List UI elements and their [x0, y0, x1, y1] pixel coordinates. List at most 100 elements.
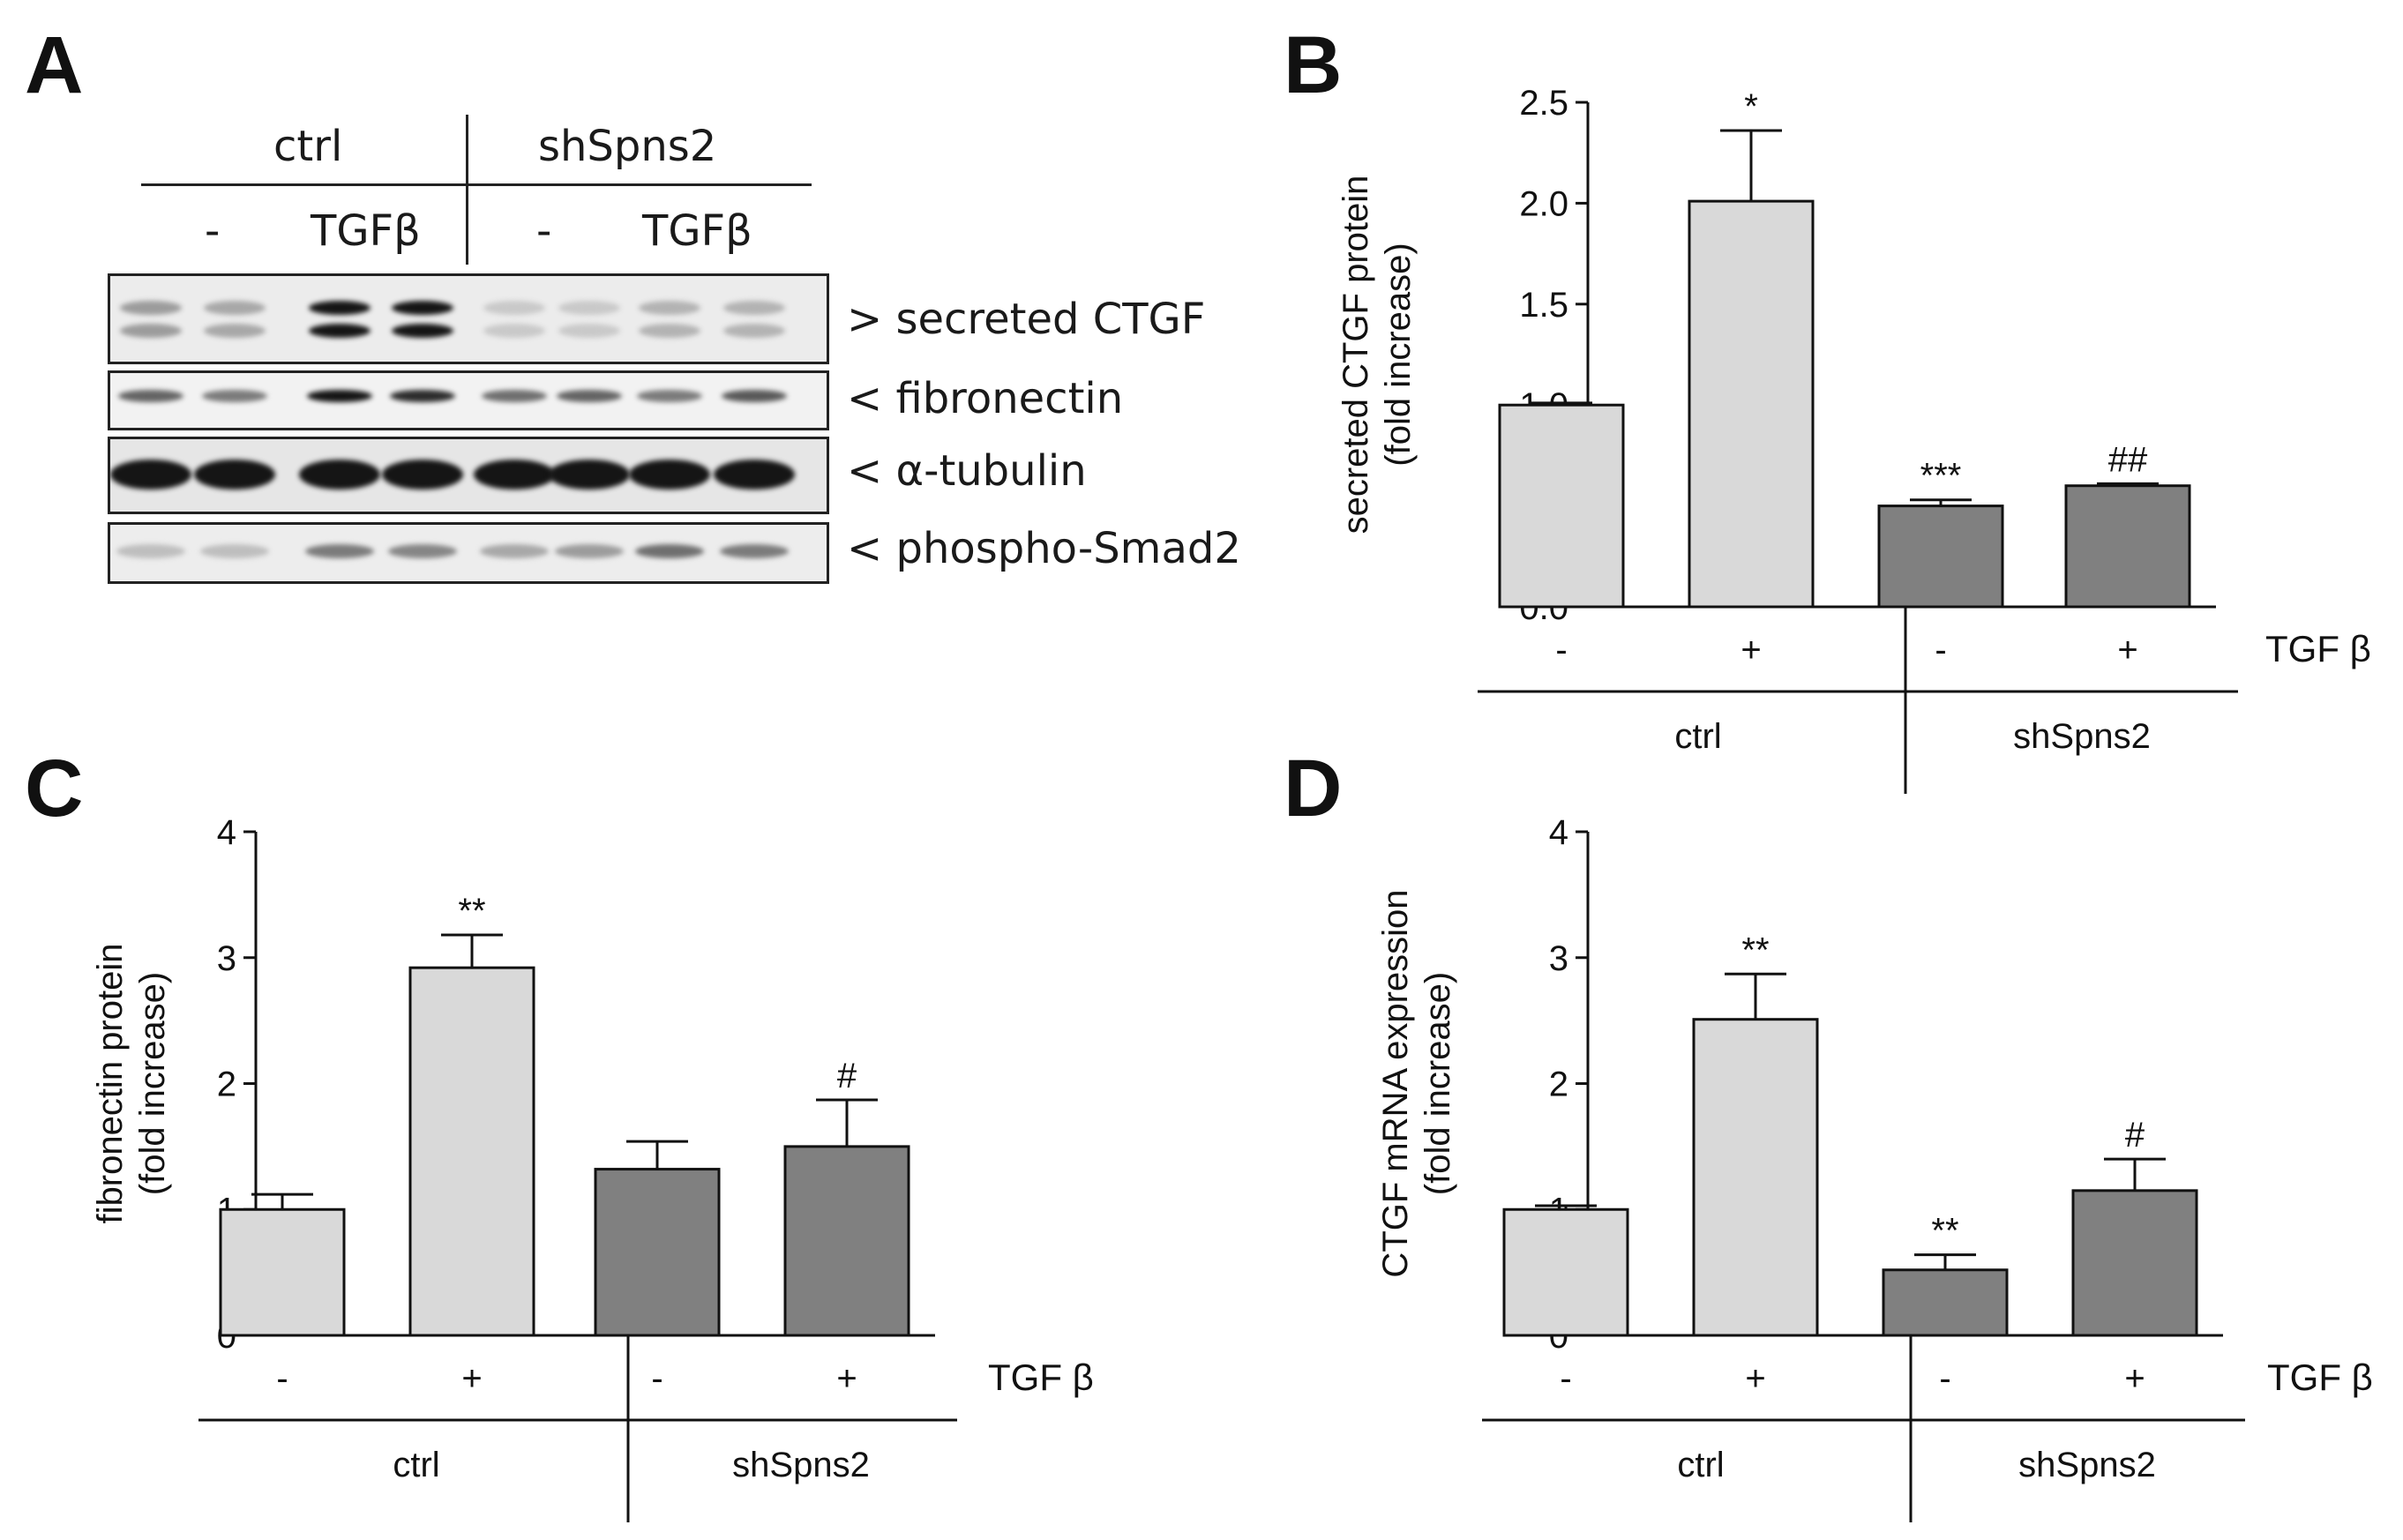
group-label-ctrl: ctrl: [1674, 717, 1721, 756]
wb-group-ctrl: ctrl: [273, 122, 343, 171]
bar: [408, 966, 535, 1337]
bar: [1498, 403, 1625, 609]
wb-treatment-2: TGFβ: [311, 206, 421, 256]
bar: [1882, 1268, 2009, 1337]
blot-label-alpha-tubulin: < α-tubulin: [847, 446, 1087, 496]
band: [204, 301, 266, 315]
bar: [1688, 199, 1815, 609]
panel-label-a: A: [25, 20, 84, 110]
band: [392, 301, 453, 315]
band: [110, 460, 191, 490]
y-tick-label: 1.5: [1519, 286, 1568, 325]
significance-label: ##: [2108, 440, 2148, 479]
wb-group-shspns2: shSpns2: [538, 122, 717, 171]
group-label-ctrl: ctrl: [393, 1446, 439, 1484]
band: [309, 324, 371, 338]
significance-label: #: [837, 1057, 857, 1095]
band: [549, 460, 630, 490]
bar: [219, 1207, 346, 1337]
x-category-label: +: [461, 1359, 482, 1398]
band: [555, 544, 624, 558]
x-category-label: +: [2117, 631, 2137, 669]
blot-secreted-ctgf: [108, 273, 829, 364]
panel-label-d: D: [1284, 744, 1343, 834]
group-label-shspns2: shSpns2: [2013, 717, 2151, 756]
band: [120, 301, 182, 315]
x-axis-title: TGF β: [988, 1357, 1094, 1398]
blot-label-secreted-ctgf: > secreted CTGF: [847, 295, 1206, 344]
band: [639, 324, 700, 338]
blot-fibronectin: [108, 370, 829, 430]
band: [558, 301, 620, 315]
band: [120, 324, 182, 338]
band: [714, 460, 795, 490]
y-tick-label: 3: [1549, 939, 1568, 978]
group-label-shspns2: shSpns2: [732, 1446, 870, 1484]
band: [116, 544, 185, 558]
bar: [1877, 505, 2004, 609]
band: [629, 460, 710, 490]
blot-alpha-tubulin: [108, 437, 829, 514]
band: [390, 390, 455, 402]
wb-group-underline: [141, 183, 812, 186]
significance-label: **: [1931, 1212, 1958, 1251]
blot-label-fibronectin: < fibronectin: [847, 374, 1124, 423]
wb-group-divider: [466, 115, 468, 265]
band: [637, 390, 702, 402]
x-category-label: -: [1935, 631, 1946, 669]
bar: [1692, 1018, 1819, 1337]
band: [558, 324, 620, 338]
y-axis-label: secreted CTGF protein: [1336, 176, 1375, 535]
x-category-label: -: [651, 1359, 663, 1398]
y-tick-label: 2: [217, 1065, 236, 1104]
y-tick-label: 4: [217, 813, 236, 852]
band: [307, 390, 372, 402]
x-axis-title: TGF β: [2267, 1357, 2373, 1398]
y-tick-label: 4: [1549, 813, 1568, 852]
panel-label-c: C: [25, 744, 84, 834]
x-category-label: -: [1939, 1359, 1950, 1398]
x-category-label: -: [276, 1359, 288, 1398]
y-tick-label: 2: [1549, 1065, 1568, 1104]
band: [722, 390, 787, 402]
wb-treatment-3: -: [536, 206, 552, 256]
band: [483, 324, 545, 338]
band: [194, 460, 275, 490]
x-category-label: -: [1560, 1359, 1571, 1398]
y-tick-label: 3: [217, 939, 236, 978]
group-label-shspns2: shSpns2: [2018, 1446, 2156, 1484]
y-axis-label-secondary: (fold increase): [1419, 972, 1457, 1195]
bar: [783, 1145, 910, 1337]
y-axis-label-secondary: (fold increase): [1379, 243, 1418, 466]
wb-treatment-1: -: [205, 206, 221, 256]
wb-treatment-4: TGFβ: [642, 206, 752, 256]
band: [382, 460, 463, 490]
x-category-label: +: [2124, 1359, 2145, 1398]
significance-label: **: [458, 892, 485, 931]
y-tick-label: 2.5: [1519, 84, 1568, 123]
x-axis-title: TGF β: [2265, 628, 2371, 669]
group-label-ctrl: ctrl: [1677, 1446, 1724, 1484]
bar: [2064, 484, 2191, 609]
significance-label: *: [1744, 87, 1758, 126]
x-category-label: +: [836, 1359, 857, 1398]
bar: [594, 1168, 721, 1337]
band: [482, 390, 547, 402]
band: [202, 390, 267, 402]
y-axis-label: fibronectin protein: [91, 944, 130, 1224]
significance-label: ***: [1920, 457, 1962, 496]
blot-phospho-smad2: [108, 522, 829, 584]
band: [720, 544, 789, 558]
band: [474, 460, 555, 490]
y-axis-label-secondary: (fold increase): [133, 972, 172, 1195]
band: [388, 544, 457, 558]
panel-label-b: B: [1284, 20, 1343, 110]
x-category-label: -: [1555, 631, 1567, 669]
band: [305, 544, 374, 558]
x-category-label: +: [1745, 1359, 1765, 1398]
band: [204, 324, 266, 338]
significance-label: #: [2125, 1116, 2145, 1155]
band: [557, 390, 622, 402]
